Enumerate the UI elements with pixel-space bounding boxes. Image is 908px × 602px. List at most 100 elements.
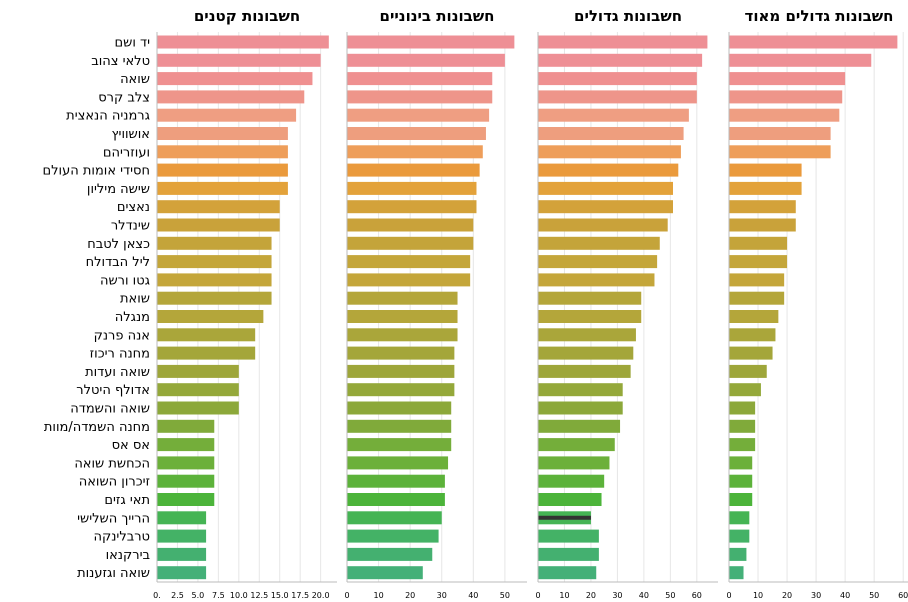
- x-tick-label: 50: [869, 591, 879, 600]
- category-label: יד ושם: [114, 36, 150, 51]
- bar: [538, 35, 708, 49]
- bar: [157, 108, 297, 122]
- bar: [347, 401, 452, 415]
- bar: [157, 145, 288, 159]
- bar: [538, 364, 631, 378]
- category-label: שואה וגזענות: [77, 566, 150, 581]
- x-tick-label: 5.0: [192, 591, 205, 600]
- bar: [538, 493, 602, 506]
- bar: [538, 163, 679, 177]
- bar: [538, 181, 673, 195]
- bar: [157, 511, 207, 525]
- x-tick-label: 2.5: [171, 591, 184, 600]
- bar: [347, 566, 423, 580]
- bar: [538, 566, 597, 580]
- category-label: נאצים: [117, 200, 150, 215]
- bar: [347, 419, 452, 433]
- bar: [729, 35, 898, 49]
- bar: [347, 218, 474, 232]
- category-label: שואה: [120, 72, 150, 87]
- bar: [157, 90, 305, 104]
- bar: [538, 53, 703, 67]
- panel-2: חשבונות בינוניים 0 10 20 30 40 50: [344, 7, 527, 600]
- category-label: כצאן לטבח: [87, 237, 150, 252]
- bar: [729, 218, 796, 232]
- bar: [347, 364, 455, 378]
- bar: [347, 456, 449, 470]
- x-tick-label: 30: [811, 591, 821, 600]
- x-tick-label: 20: [405, 591, 415, 600]
- bar: [347, 72, 493, 86]
- bar: [538, 273, 655, 287]
- category-label: שישה מיליון: [87, 182, 150, 197]
- panel-title: חשבונות גדולים: [574, 7, 682, 25]
- bar: [729, 53, 872, 67]
- bar: [538, 547, 599, 561]
- x-tick-label: 10: [559, 591, 569, 600]
- bar: [538, 474, 605, 488]
- bar: [729, 108, 840, 122]
- bar: [538, 255, 658, 269]
- x-tick-label: 60: [898, 591, 908, 600]
- bar: [729, 72, 846, 86]
- bar: [729, 163, 802, 177]
- bar: [157, 364, 239, 378]
- bar: [347, 493, 445, 506]
- bar: [729, 364, 767, 378]
- bar: [729, 401, 756, 415]
- bar: [538, 145, 681, 159]
- bar: [157, 53, 321, 67]
- category-label: הרייך השלישי: [77, 511, 150, 526]
- bar: [347, 511, 442, 525]
- bar: [347, 163, 480, 177]
- bar: [157, 383, 239, 397]
- bar: [729, 255, 788, 269]
- bar: [157, 474, 215, 488]
- category-label: הכחשת שואה: [74, 456, 150, 471]
- bar: [729, 310, 779, 323]
- bar: [729, 291, 785, 305]
- bar: [729, 346, 773, 360]
- bar: [729, 383, 761, 397]
- bar: [157, 35, 329, 49]
- panel-title: חשבונות גדולים מאוד: [745, 7, 894, 25]
- category-label: שואה והשמדה: [70, 402, 150, 417]
- bar: [729, 566, 744, 580]
- bar: [538, 529, 599, 543]
- bar: [538, 218, 668, 232]
- panel-3: חשבונות גדולים 0 10 20 30 40 50 60: [535, 7, 718, 600]
- bar: [347, 181, 477, 195]
- bar: [157, 456, 215, 470]
- bar: [347, 529, 439, 543]
- x-tick-label: 15.0: [271, 591, 289, 600]
- bar: [538, 438, 615, 452]
- x-tick-label: 0: [344, 591, 349, 600]
- bar: [157, 346, 256, 360]
- panel-title: חשבונות בינוניים: [380, 7, 495, 25]
- bar: [347, 310, 458, 323]
- category-label: שינדלר: [111, 219, 150, 234]
- x-tick-label: 0: [726, 591, 731, 600]
- bar: [729, 328, 776, 342]
- bar: [347, 438, 452, 452]
- bar: [729, 511, 750, 525]
- bar: [347, 236, 474, 250]
- bar: [538, 127, 684, 140]
- bar: [729, 474, 753, 488]
- bar: [347, 346, 455, 360]
- x-tick-label: 0.: [153, 591, 161, 600]
- bar: [538, 456, 610, 470]
- x-tick-label: 7.5: [212, 591, 225, 600]
- bar: [157, 163, 288, 177]
- bar: [729, 273, 785, 287]
- category-label: ועוזריהם: [103, 145, 150, 160]
- x-tick-label: 50: [665, 591, 675, 600]
- bar: [347, 90, 493, 104]
- category-label: אנה פרנק: [94, 328, 150, 343]
- bar: [538, 401, 623, 415]
- category-label: ליל הבדולח: [86, 255, 150, 270]
- bar: [538, 200, 673, 214]
- category-label: צלב קרס: [98, 90, 150, 105]
- x-tick-label: 0: [535, 591, 540, 600]
